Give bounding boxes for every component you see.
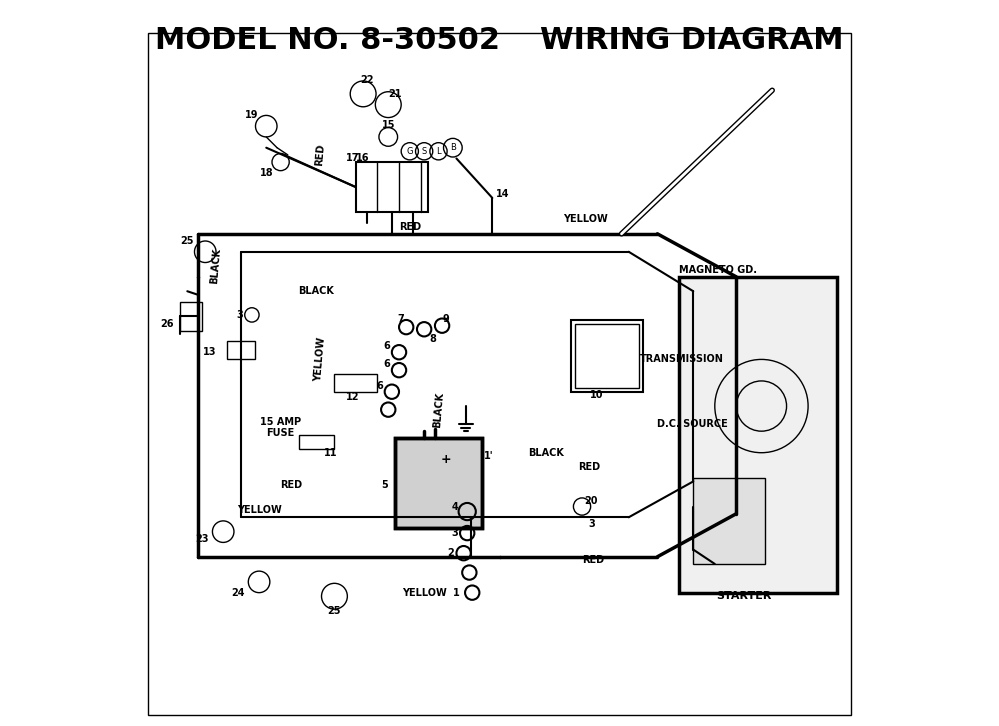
Text: 5: 5 (382, 480, 389, 490)
Text: BLACK: BLACK (210, 248, 223, 285)
Text: S: S (422, 147, 427, 156)
Text: D.C. SOURCE: D.C. SOURCE (657, 419, 728, 429)
Polygon shape (679, 277, 837, 592)
Text: 18: 18 (260, 168, 273, 178)
Text: 17: 17 (346, 153, 359, 163)
Text: 6: 6 (384, 341, 391, 351)
Text: TRANSMISSION: TRANSMISSION (639, 354, 723, 364)
Text: 26: 26 (160, 319, 174, 329)
Text: 11: 11 (324, 448, 338, 457)
Bar (227, 341, 256, 359)
Text: 14: 14 (496, 189, 509, 200)
Text: 1: 1 (454, 587, 460, 597)
Text: 22: 22 (360, 75, 374, 84)
Text: YELLOW: YELLOW (237, 505, 282, 515)
Bar (335, 374, 378, 392)
Text: 25: 25 (181, 236, 194, 246)
Text: +: + (441, 453, 451, 466)
Text: 3: 3 (588, 520, 594, 529)
Text: 23: 23 (196, 534, 209, 544)
Text: 19: 19 (245, 110, 259, 121)
Text: 25: 25 (328, 605, 342, 616)
Text: STARTER: STARTER (716, 591, 771, 601)
Text: 16: 16 (357, 153, 370, 163)
Text: 20: 20 (584, 496, 598, 506)
Text: MAGNETO GD.: MAGNETO GD. (679, 265, 757, 274)
Text: 15 AMP
FUSE: 15 AMP FUSE (260, 417, 301, 439)
Text: BLACK: BLACK (299, 286, 335, 296)
Text: RED: RED (399, 221, 421, 232)
Text: RED: RED (578, 462, 600, 472)
Text: 10: 10 (589, 391, 603, 400)
Text: RED: RED (281, 480, 303, 490)
Text: MODEL NO. 8-30502: MODEL NO. 8-30502 (155, 25, 500, 54)
Text: 13: 13 (203, 347, 216, 357)
Text: WIRING DIAGRAM: WIRING DIAGRAM (540, 25, 844, 54)
Text: L: L (437, 147, 441, 156)
Text: YELLOW: YELLOW (402, 587, 447, 597)
Text: RED: RED (314, 144, 326, 166)
Bar (693, 478, 765, 564)
Bar (574, 324, 639, 388)
Text: 8: 8 (430, 334, 437, 344)
Bar (396, 439, 482, 528)
Text: B: B (450, 143, 456, 152)
Text: 1': 1' (484, 452, 494, 461)
Bar (571, 320, 643, 392)
Text: YELLOW: YELLOW (563, 214, 608, 224)
Text: 6: 6 (384, 359, 391, 370)
Text: 2: 2 (448, 548, 455, 558)
Text: 3: 3 (452, 528, 459, 538)
Text: 15: 15 (382, 120, 395, 130)
Text: 24: 24 (231, 587, 245, 597)
Text: 4: 4 (452, 502, 458, 512)
Text: BLACK: BLACK (528, 448, 564, 457)
Bar (299, 435, 335, 449)
Bar (356, 162, 428, 212)
Text: 6: 6 (377, 381, 384, 391)
Text: RED: RED (581, 555, 603, 566)
Text: 3: 3 (237, 310, 244, 320)
Text: 9: 9 (443, 314, 449, 324)
Text: 7: 7 (397, 314, 404, 324)
Bar (396, 439, 482, 528)
Text: BLACK: BLACK (432, 391, 445, 428)
Text: G: G (407, 147, 413, 156)
Text: 12: 12 (346, 393, 359, 402)
Text: 21: 21 (389, 89, 403, 99)
Text: YELLOW: YELLOW (313, 337, 327, 382)
Bar (180, 302, 202, 331)
